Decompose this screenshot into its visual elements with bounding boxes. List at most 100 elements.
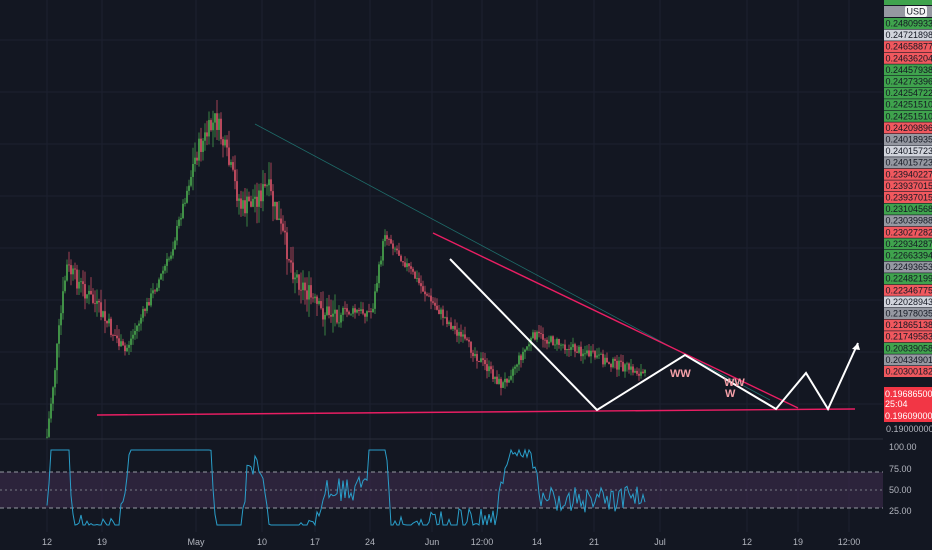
candle-body (142, 309, 144, 318)
candle-body (150, 293, 152, 306)
candle-body (200, 138, 202, 152)
candle-body (78, 281, 80, 289)
price-label-bg (884, 284, 932, 296)
price-label: 0.20839058 (886, 343, 932, 353)
candle-body (66, 264, 68, 281)
candle-body (314, 296, 316, 299)
candle-body (408, 263, 410, 267)
candle-body (522, 351, 524, 361)
candle-body (596, 355, 598, 358)
candle-body (374, 291, 376, 309)
candle-body (340, 314, 342, 323)
candle-body (604, 357, 606, 365)
candle-body (556, 338, 558, 345)
candle-body (230, 162, 232, 165)
candle-body (176, 225, 178, 241)
candle-body (128, 344, 130, 348)
candle-body (484, 359, 486, 365)
price-label: 0.20434901 (886, 355, 932, 365)
candle-body (454, 325, 456, 330)
candle-body (542, 334, 544, 340)
price-label-bg (884, 319, 932, 331)
candle-body (162, 270, 164, 274)
price-label: 0.23027282 (886, 227, 932, 237)
candle-body (184, 202, 186, 204)
candle-body (438, 309, 440, 315)
price-label-bg (884, 308, 932, 319)
candle-body (456, 329, 458, 336)
candle-body (134, 330, 136, 335)
candle-body (100, 302, 102, 317)
price-label-bg (884, 226, 932, 238)
candle-body (338, 322, 340, 324)
candle-body (56, 343, 58, 371)
candle-body (324, 314, 326, 320)
price-label: 0.20300182 (886, 367, 932, 377)
price-label-bg (884, 18, 932, 29)
candle-body (514, 366, 516, 369)
candle-body (54, 370, 56, 388)
candle-body (304, 282, 306, 291)
candle-body (574, 344, 576, 352)
candle-body (432, 301, 434, 303)
candle-body (512, 368, 514, 376)
current-price-badge: 0.19686500 25:04 (884, 387, 932, 410)
candle-body (90, 290, 92, 295)
price-label: 0.24251510 (886, 100, 932, 110)
candle-body (308, 285, 310, 300)
candle-body (120, 341, 122, 347)
price-label: 0.24273396 (886, 77, 932, 87)
candle-body (472, 352, 474, 357)
candle-body (48, 418, 50, 437)
candle-body (364, 313, 366, 317)
candle-body (586, 350, 588, 354)
candle-body (560, 344, 562, 346)
candle-body (496, 376, 498, 384)
candle-body (624, 364, 626, 372)
candle-body (588, 350, 590, 357)
candle-body (486, 364, 488, 372)
candle-body (332, 313, 334, 317)
candle-body (210, 120, 212, 131)
candle-body (584, 353, 586, 355)
candle-body (58, 325, 60, 344)
candle-body (540, 333, 542, 335)
candle-body (326, 306, 328, 315)
time-tick: 14 (532, 537, 542, 547)
candle-body (174, 240, 176, 250)
candle-body (50, 403, 52, 419)
candle-body (292, 262, 294, 280)
time-tick: May (187, 537, 205, 547)
candle-body (570, 347, 572, 350)
candle-body (524, 349, 526, 352)
resistance-line (432, 232, 799, 409)
price-label: 0.23937015 (886, 181, 932, 191)
candle-body (380, 260, 382, 265)
candle-body (348, 311, 350, 315)
candle-body (270, 179, 272, 192)
candle-body (238, 198, 240, 201)
candle-body (116, 335, 118, 339)
price-label-bg (884, 296, 932, 308)
candle-body (60, 313, 62, 326)
candle-body (86, 294, 88, 299)
candle-body (644, 369, 646, 374)
price-label-bg (884, 145, 932, 157)
candle-body (296, 274, 298, 278)
price-label: 0.24809933 (886, 19, 932, 29)
candle-body (262, 184, 264, 202)
candle-body (600, 353, 602, 355)
candle-body (636, 370, 638, 374)
rsi-tick: 75.00 (889, 464, 912, 474)
price-label-bg (884, 331, 932, 343)
candle-body (552, 336, 554, 346)
candle-body (394, 248, 396, 250)
candle-body (344, 307, 346, 309)
bottom-price-badge: 0.19609000 (884, 410, 932, 422)
candle-body (410, 266, 412, 269)
candle-body (414, 271, 416, 279)
candle-body (368, 311, 370, 312)
candle-body (398, 250, 400, 256)
